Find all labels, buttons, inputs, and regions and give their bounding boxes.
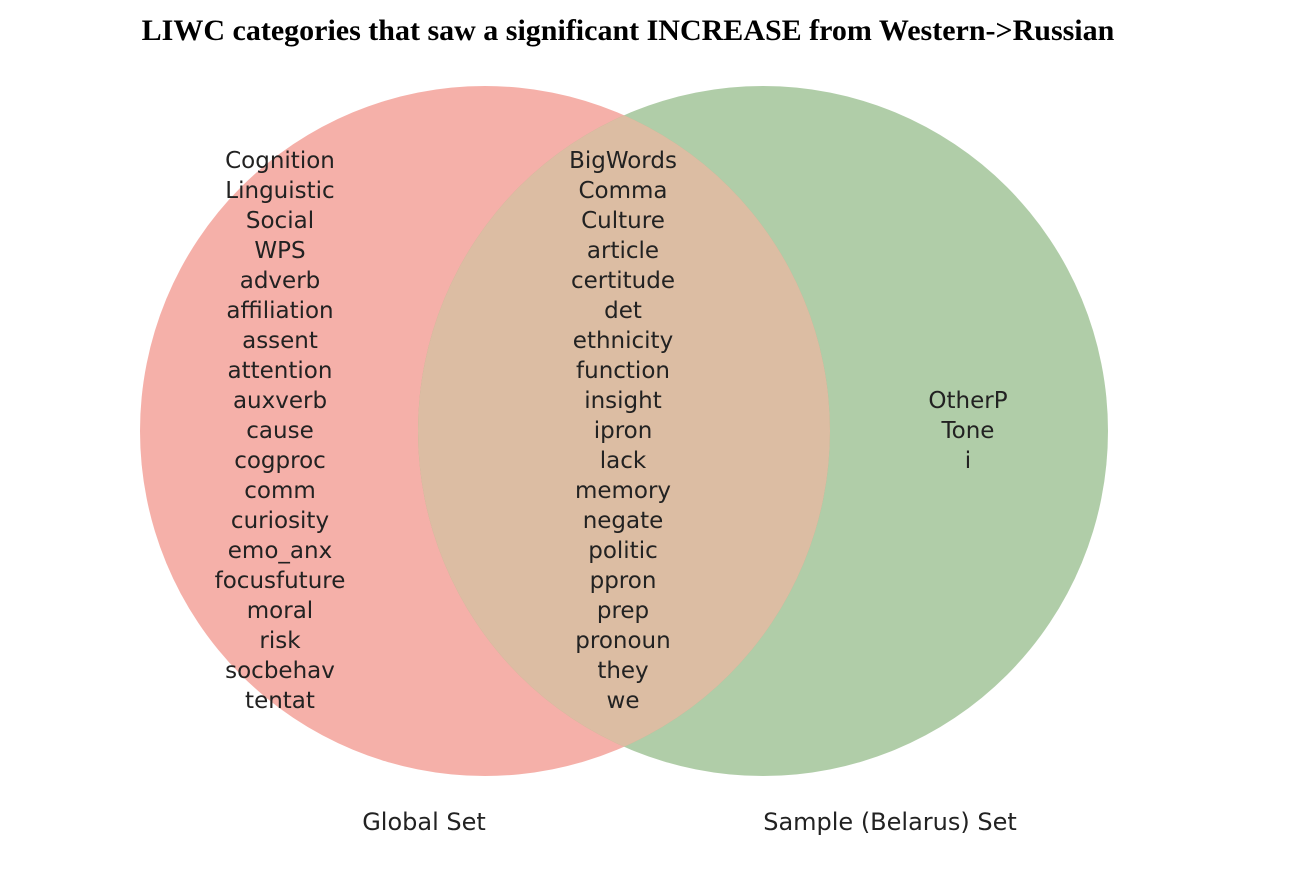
global-only-category: focusfuture xyxy=(215,568,346,594)
global-only-category: assent xyxy=(242,328,318,354)
shared-category: article xyxy=(587,238,659,264)
global-only-category: moral xyxy=(247,598,313,624)
global-only-category: Social xyxy=(246,208,314,234)
shared-category: Comma xyxy=(578,178,667,204)
global-only-category: WPS xyxy=(254,238,305,264)
global-only-category: cogproc xyxy=(234,448,326,474)
global-only-category: tentat xyxy=(245,688,315,714)
belarus-only-category: OtherP xyxy=(928,388,1007,414)
global-only-category: risk xyxy=(259,628,301,654)
global-only-category: Linguistic xyxy=(225,178,334,204)
global-only-categories: Cognition Linguistic Social WPS adverb affili… xyxy=(215,148,346,714)
global-only-category: socbehav xyxy=(225,658,335,684)
belarus-only-category: i xyxy=(965,448,971,474)
shared-category: ethnicity xyxy=(573,328,673,354)
shared-category: Culture xyxy=(581,208,665,234)
shared-category: function xyxy=(576,358,670,384)
global-only-category: cause xyxy=(246,418,313,444)
shared-category: certitude xyxy=(571,268,675,294)
belarus-only-categories: OtherP Tone i xyxy=(928,388,1007,474)
shared-category: lack xyxy=(600,448,647,474)
global-set-label: Global Set xyxy=(362,808,486,836)
shared-category: they xyxy=(597,658,648,684)
chart-title: LIWC categories that saw a significant I… xyxy=(141,14,1115,47)
shared-category: ppron xyxy=(590,568,657,594)
shared-categories: BigWords Comma Culture article certitude det e… xyxy=(569,148,677,714)
global-only-category: emo_anx xyxy=(228,538,332,564)
global-only-category: comm xyxy=(244,478,316,504)
shared-category: det xyxy=(604,298,642,324)
intersection-region xyxy=(418,86,830,776)
shared-category: pronoun xyxy=(575,628,670,654)
global-only-category: auxverb xyxy=(233,388,327,414)
shared-category: prep xyxy=(597,598,649,624)
shared-category: BigWords xyxy=(569,148,677,174)
shared-category: politic xyxy=(588,538,658,564)
shared-category: we xyxy=(607,688,640,714)
global-only-category: Cognition xyxy=(225,148,335,174)
shared-category: memory xyxy=(575,478,671,504)
global-only-category: curiosity xyxy=(231,508,329,534)
belarus-set-label: Sample (Belarus) Set xyxy=(763,808,1017,836)
global-only-category: attention xyxy=(228,358,333,384)
shared-category: negate xyxy=(583,508,664,534)
global-only-category: adverb xyxy=(240,268,321,294)
shared-category: ipron xyxy=(594,418,653,444)
belarus-only-category: Tone xyxy=(941,418,995,444)
shared-category: insight xyxy=(584,388,662,414)
global-only-category: affiliation xyxy=(226,298,333,324)
